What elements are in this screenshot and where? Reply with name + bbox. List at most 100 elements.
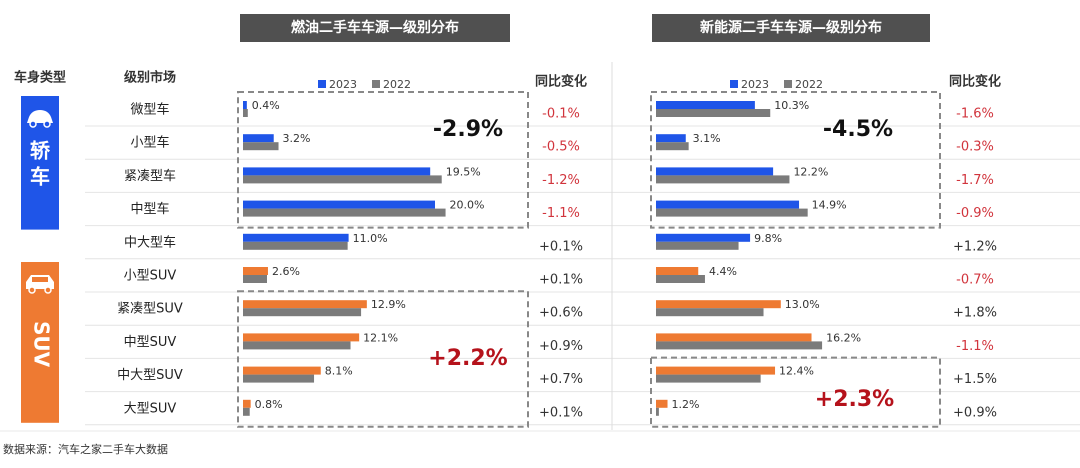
suv-label: SUV [30,321,54,368]
bar-2023 [656,366,776,375]
bar-2022 [243,109,248,117]
bar-value-label: 8.1% [325,365,353,378]
yoy-change-value: -1.2% [542,173,580,188]
bar-value-label: 0.4% [252,99,280,112]
bar-2023 [243,233,349,242]
bar-2022 [243,341,351,350]
category-label: 中大型SUV [117,368,183,383]
highlight-total-label: +2.2% [428,346,507,371]
car-wheel [29,120,37,128]
bar-2023 [243,267,268,275]
legend-swatch [318,80,326,88]
yoy-change-value: -1.6% [956,107,994,122]
legend-label: 2023 [329,78,357,91]
yoy-change-value: +1.5% [953,372,997,387]
bar-value-label: 14.9% [812,199,847,212]
yoy-change-value: +0.1% [539,405,583,420]
bar-2022 [243,241,348,250]
bar-value-label: 3.1% [693,132,721,145]
sedan-label-char: 车 [30,165,50,189]
yoy-change-value: -0.5% [542,140,580,155]
highlight-box [237,290,529,428]
bar-2023 [656,300,781,309]
yoy-change-value: +0.1% [539,273,583,288]
change-header: 同比变化 [949,74,1001,90]
legend-label: 2023 [741,78,769,91]
car-wheel [28,286,36,294]
panel-title: 新能源二手车车源—级别分布 [700,19,882,36]
highlight-box [650,356,941,428]
bar-value-label: 1.2% [672,398,700,411]
bar-2022 [656,175,790,184]
car-body [27,110,53,123]
bar-2023 [656,101,755,109]
category-label: 大型SUV [124,401,177,416]
bar-2022 [656,142,689,151]
bar-2022 [656,241,739,250]
highlight-box [237,91,529,229]
bar-2023 [243,101,247,109]
yoy-change-value: -1.1% [956,339,994,354]
bar-2023 [243,134,274,143]
highlight-total-label: -2.9% [433,117,503,142]
legend-label: 2022 [795,78,823,91]
yoy-change-value: -0.7% [956,273,994,288]
bar-2022 [243,142,279,151]
category-label: 紧凑型车 [124,168,176,184]
car-wheel [44,286,52,294]
bar-2022 [243,175,442,184]
bar-value-label: 10.3% [774,99,809,112]
bar-2023 [243,167,431,176]
bar-value-label: 12.9% [371,298,406,311]
yoy-change-value: +0.1% [539,239,583,254]
segment-header: 级别市场 [124,70,176,86]
yoy-change-value: +1.2% [953,239,997,254]
bar-2022 [656,109,771,117]
yoy-change-value: +0.9% [953,405,997,420]
bar-value-label: 2.6% [272,265,300,278]
bar-value-label: 12.1% [363,331,398,344]
bar-2022 [656,407,659,416]
yoy-change-value: -0.3% [956,140,994,155]
category-label: 小型车 [130,135,169,151]
legend-swatch [372,80,380,88]
yoy-change-value: -1.1% [542,206,580,221]
bar-value-label: 13.0% [785,298,820,311]
category-label: 中大型车 [124,234,176,250]
bar-2023 [243,300,367,309]
legend-label: 2022 [383,78,411,91]
bar-2022 [656,208,808,217]
yoy-change-value: +0.6% [539,306,583,321]
highlight-total-label: -4.5% [823,117,893,142]
highlight-total-label: +2.3% [815,387,894,412]
bar-2023 [656,233,751,242]
category-label: 微型车 [130,102,169,118]
yoy-change-value: -0.1% [542,107,580,122]
bar-2023 [656,333,812,342]
bar-2023 [656,134,686,143]
bar-2022 [243,407,250,416]
bar-2023 [243,200,435,209]
yoy-change-value: +0.7% [539,372,583,387]
bar-value-label: 4.4% [709,265,737,278]
bar-2023 [243,366,321,375]
bar-value-label: 12.2% [793,165,828,178]
yoy-change-value: -0.9% [956,206,994,221]
bar-2022 [243,308,362,317]
bar-value-label: 3.2% [283,132,311,145]
highlight-box [650,91,941,229]
bar-value-label: 19.5% [446,165,481,178]
bar-2023 [243,333,360,342]
sedan-car-icon [27,110,53,128]
category-label: 中型车 [130,201,169,217]
panel-title-banner [652,14,930,42]
bar-2022 [656,275,705,283]
car-wheel [43,120,51,128]
source-note: 数据来源：汽车之家二手车大数据 [3,442,168,456]
legend-swatch [784,80,792,88]
bar-2023 [656,399,668,408]
bar-2022 [656,341,823,350]
legend-swatch [730,80,738,88]
yoy-change-value: -1.7% [956,173,994,188]
